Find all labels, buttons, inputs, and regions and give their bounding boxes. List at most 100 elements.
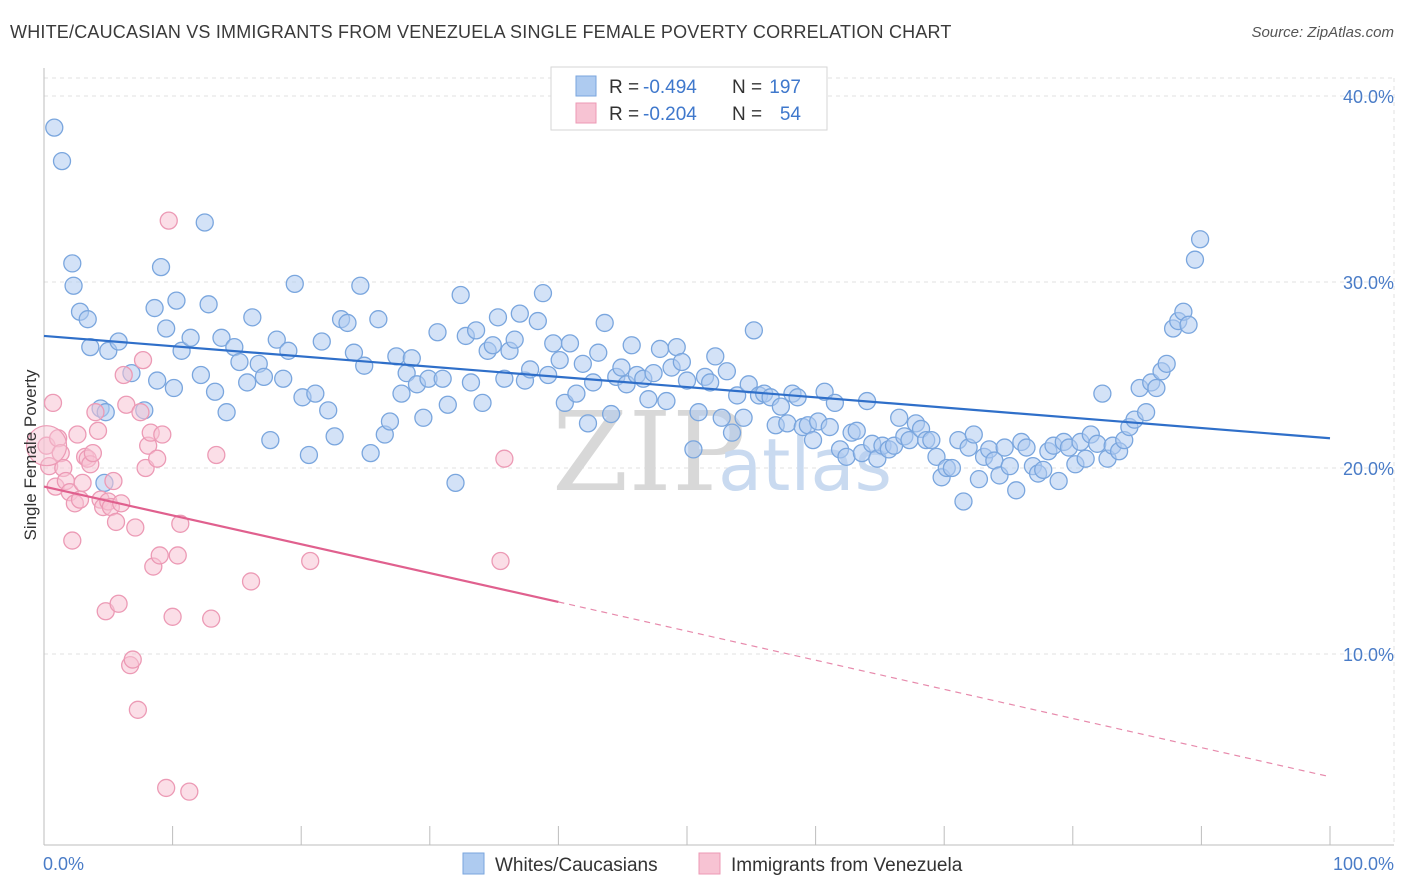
whites-point-16 <box>151 257 171 277</box>
whites-point-42 <box>312 332 331 351</box>
whites-point-17 <box>157 319 176 338</box>
whites-point-34 <box>261 430 280 450</box>
whites-point-80 <box>533 284 553 303</box>
whites-point-118 <box>744 321 764 340</box>
x-tick-label-min: 0.0% <box>43 854 84 874</box>
venezuela-point-52 <box>241 572 261 591</box>
venezuela-point-2 <box>43 393 63 413</box>
whites-point-63 <box>438 395 457 414</box>
venezuela-point-43 <box>153 425 172 444</box>
whites-point-135 <box>837 447 856 466</box>
whites-point-82 <box>544 334 563 353</box>
whites-point-137 <box>847 421 866 440</box>
whites-point-132 <box>820 417 839 437</box>
whites-point-27 <box>217 403 236 422</box>
whites-point-48 <box>351 276 370 295</box>
whites-point-107 <box>684 440 703 459</box>
whites-point-71 <box>483 336 502 355</box>
whites-point-83 <box>550 350 569 370</box>
legend-n-value-2: 54 <box>780 104 802 125</box>
trend-line-venezuela-extension <box>558 601 1331 778</box>
venezuela-point-19 <box>88 421 108 440</box>
whites-point-113 <box>717 362 737 381</box>
whites-point-111 <box>706 347 725 366</box>
whites-point-129 <box>803 430 823 450</box>
whites-point-62 <box>433 369 452 388</box>
whites-point-75 <box>505 330 524 349</box>
venezuela-point-large <box>25 425 68 467</box>
venezuela-point-33 <box>126 518 145 537</box>
whites-point-87 <box>573 354 592 373</box>
whites-point-23 <box>195 213 214 232</box>
page-title: WHITE/CAUCASIAN VS IMMIGRANTS FROM VENEZ… <box>10 22 952 42</box>
y-tick-label-10: 10.0% <box>1343 645 1394 665</box>
legend-r-label-2: R = <box>609 104 639 125</box>
whites-point-76 <box>510 304 529 323</box>
legend-n-label-2: N = <box>732 104 762 125</box>
venezuela-point-47 <box>168 546 187 565</box>
whites-point-64 <box>446 473 465 493</box>
y-axis-label: Single Female Poverty <box>21 369 40 541</box>
whites-point-67 <box>461 373 481 392</box>
whites-point-3 <box>63 254 82 273</box>
whites-point-101 <box>650 339 670 359</box>
whites-point-160 <box>969 470 989 489</box>
whites-point-36 <box>274 369 293 388</box>
trend-line-venezuela <box>43 485 559 603</box>
whites-point-157 <box>954 492 973 511</box>
whites-point-5 <box>78 310 97 329</box>
whites-point-166 <box>1000 456 1019 476</box>
legend-swatch-whites <box>575 75 597 97</box>
whites-point-46 <box>338 313 357 333</box>
venezuela-point-29 <box>114 365 133 385</box>
venezuela-point-41 <box>148 449 167 468</box>
bottom-legend-swatch-whites <box>462 852 485 875</box>
whites-point-19 <box>167 291 186 310</box>
axes <box>43 68 1394 846</box>
whites-point-96 <box>622 336 641 355</box>
whites-point-183 <box>1093 384 1112 403</box>
whites-point-94 <box>612 358 631 377</box>
whites-point-89 <box>583 373 603 392</box>
legend-frame <box>550 66 828 131</box>
venezuela-point-25 <box>104 471 123 491</box>
venezuela-point-45 <box>159 211 178 230</box>
x-tick-label-max: 100.0% <box>1333 854 1394 874</box>
venezuela-point-35 <box>131 403 150 422</box>
legend-r-value-1: -0.494 <box>643 77 697 98</box>
whites-point-1 <box>52 151 72 171</box>
whites-point-69 <box>473 393 492 413</box>
whites-point-40 <box>299 445 319 465</box>
whites-point-21 <box>181 328 200 347</box>
legend-r-label-1: R = <box>609 77 639 98</box>
whites-point-182 <box>1088 434 1107 453</box>
venezuela-point-53 <box>301 551 320 571</box>
whites-point-30 <box>238 373 257 392</box>
whites-point-195 <box>1157 354 1176 373</box>
venezuela-point-51 <box>207 445 226 465</box>
venezuela-point-44 <box>157 778 176 798</box>
venezuela-point-54 <box>491 551 510 571</box>
legend-n-value-1: 197 <box>769 77 801 98</box>
whites-point-50 <box>361 443 380 463</box>
whites-point-91 <box>595 313 614 333</box>
whites-point-61 <box>428 323 447 342</box>
venezuela-point-9 <box>63 531 82 550</box>
whites-point-25 <box>205 382 225 401</box>
bottom-legend-label-whites: Whites/Caucasians <box>495 855 658 876</box>
whites-point-41 <box>306 384 325 403</box>
venezuela-point-34 <box>128 700 148 719</box>
whites-point-110 <box>700 373 720 392</box>
venezuela-point-55 <box>495 449 514 468</box>
whites-point-15 <box>148 371 167 390</box>
trend-line-whites <box>43 334 1331 440</box>
whites-point-53 <box>380 412 400 431</box>
y-tick-label-20: 20.0% <box>1343 459 1394 479</box>
venezuela-point-30 <box>117 395 136 414</box>
whites-point-199 <box>1179 315 1198 334</box>
bottom-legend-label-venezuela: Immigrants from Venezuela <box>731 855 963 876</box>
whites-point-26 <box>212 328 231 347</box>
whites-point-105 <box>672 352 692 372</box>
whites-point-169 <box>1017 438 1036 457</box>
